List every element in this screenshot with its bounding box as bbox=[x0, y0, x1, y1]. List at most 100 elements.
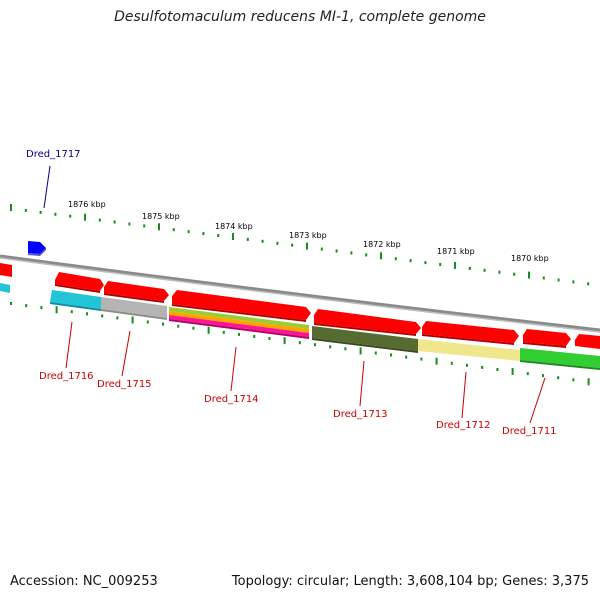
kbp-minor-tick bbox=[261, 239, 264, 243]
gene-label-dred-1714[interactable]: Dred_1714 bbox=[204, 394, 259, 405]
feature-minor-tick bbox=[450, 361, 453, 365]
kbp-major-tick bbox=[84, 213, 86, 221]
gene-label-dred-1711[interactable]: Dred_1711 bbox=[502, 426, 557, 437]
kbp-major-tick bbox=[10, 204, 12, 211]
feature-minor-tick bbox=[86, 312, 88, 316]
kbp-minor-tick bbox=[409, 259, 412, 263]
feature-minor-tick bbox=[329, 345, 332, 349]
feature-minor-tick bbox=[298, 341, 301, 345]
feature-major-tick bbox=[587, 378, 590, 386]
gene-label-dred-1713[interactable]: Dred_1713 bbox=[333, 409, 388, 420]
feature-minor-tick bbox=[253, 335, 256, 338]
feature-minor-tick bbox=[268, 337, 271, 340]
kbp-label: 1873 kbp bbox=[289, 231, 327, 240]
cds-forward-dred-1716[interactable] bbox=[55, 272, 104, 293]
kbp-label-track: 1876 kbp 1875 kbp 1874 kbp 1873 kbp 1872 kbp… bbox=[68, 200, 549, 263]
feature-minor-tick bbox=[496, 368, 499, 371]
kbp-major-tick bbox=[528, 271, 530, 279]
cds-forward-dred-1715[interactable] bbox=[104, 281, 169, 303]
feature-major-tick bbox=[131, 316, 134, 324]
feature-minor-tick bbox=[40, 306, 43, 310]
kbp-label: 1870 kbp bbox=[511, 254, 549, 263]
cds-forward-dred-1714[interactable] bbox=[172, 290, 311, 322]
feature-minor-tick bbox=[542, 374, 544, 378]
feature-minor-tick bbox=[390, 353, 392, 357]
kbp-minor-tick bbox=[335, 249, 338, 253]
feature-major-tick bbox=[435, 357, 438, 365]
feature-major-tick bbox=[55, 306, 58, 314]
accession-text: Accession: NC_009253 bbox=[10, 574, 158, 589]
cds-forward-dred-1712[interactable] bbox=[422, 321, 519, 345]
feature-minor-tick bbox=[466, 363, 468, 367]
feature-minor-tick bbox=[177, 324, 180, 328]
feature-minor-tick bbox=[146, 320, 149, 324]
kbp-major-tick bbox=[306, 242, 308, 250]
feature-minor-tick bbox=[557, 376, 560, 380]
kbp-label: 1875 kbp bbox=[142, 212, 180, 221]
kbp-minor-tick bbox=[483, 268, 486, 272]
kbp-minor-tick bbox=[587, 282, 590, 286]
genome-backbone bbox=[0, 254, 600, 332]
cds-forward-dred-1713[interactable] bbox=[314, 309, 421, 336]
feature-track-dred-1713 bbox=[312, 326, 418, 353]
kbp-minor-tick bbox=[143, 224, 146, 228]
kbp-label: 1871 kbp bbox=[437, 247, 475, 256]
gene-label-dred-1712[interactable]: Dred_1712 bbox=[436, 420, 491, 431]
feature-minor-tick bbox=[481, 365, 484, 369]
feature-minor-tick bbox=[344, 347, 347, 351]
kbp-minor-tick bbox=[98, 218, 101, 222]
kbp-minor-tick bbox=[39, 210, 42, 214]
feature-minor-tick bbox=[192, 326, 195, 330]
feature-major-tick bbox=[283, 337, 286, 345]
gene-label-dred-1717[interactable]: Dred_1717 bbox=[26, 149, 81, 160]
kbp-minor-tick bbox=[468, 266, 471, 270]
cds-reverse-dred-1717[interactable] bbox=[28, 241, 46, 256]
feature-minor-tick bbox=[314, 343, 316, 347]
feature-track-dred-1716 bbox=[50, 290, 101, 311]
label-leaders bbox=[43, 165, 546, 424]
feature-minor-tick bbox=[116, 316, 119, 320]
feature-minor-tick bbox=[420, 357, 423, 361]
kbp-minor-tick bbox=[542, 276, 545, 280]
kbp-minor-tick bbox=[291, 243, 294, 247]
gene-label-dred-1715[interactable]: Dred_1715 bbox=[97, 379, 152, 390]
feature-minor-tick bbox=[238, 332, 240, 336]
kbp-minor-tick bbox=[128, 222, 131, 226]
kbp-major-tick bbox=[380, 252, 382, 260]
feature-major-tick bbox=[511, 368, 514, 375]
feature-major-tick bbox=[359, 347, 362, 355]
kbp-minor-tick bbox=[557, 278, 560, 282]
feature-track-dred-1712 bbox=[418, 339, 520, 361]
kbp-label: 1874 kbp bbox=[215, 222, 253, 231]
kbp-label: 1876 kbp bbox=[68, 200, 106, 209]
feature-major-tick bbox=[207, 326, 210, 334]
kbp-minor-tick bbox=[24, 208, 27, 212]
kbp-minor-tick bbox=[320, 247, 323, 251]
kbp-minor-tick bbox=[498, 270, 501, 274]
feature-track-dred-1714 bbox=[169, 307, 309, 339]
feature-track-dred-1715 bbox=[101, 297, 167, 320]
kbp-minor-tick bbox=[187, 230, 190, 234]
gene-label-dred-1716[interactable]: Dred_1716 bbox=[39, 371, 94, 382]
feature-minor-tick bbox=[374, 351, 377, 355]
feature-minor-tick bbox=[162, 322, 164, 326]
cds-forward-dred-1711[interactable] bbox=[523, 329, 600, 349]
kbp-minor-tick bbox=[276, 241, 279, 245]
kbp-minor-tick bbox=[439, 263, 442, 266]
kbp-minor-tick bbox=[572, 280, 575, 284]
kbp-minor-tick bbox=[69, 214, 72, 218]
feature-minor-tick bbox=[405, 355, 408, 359]
feature-minor-tick bbox=[101, 314, 104, 318]
kbp-minor-tick bbox=[424, 261, 427, 265]
feature-tick-track bbox=[10, 302, 590, 386]
kbp-minor-tick bbox=[246, 237, 249, 241]
kbp-minor-tick bbox=[394, 257, 397, 261]
kbp-major-tick bbox=[232, 233, 234, 240]
kbp-tick-track bbox=[10, 204, 590, 286]
feature-minor-tick bbox=[572, 378, 575, 382]
kbp-label: 1872 kbp bbox=[363, 240, 401, 249]
feature-minor-tick bbox=[70, 310, 73, 314]
feature-minor-tick bbox=[222, 330, 225, 334]
kbp-minor-tick bbox=[350, 251, 353, 255]
